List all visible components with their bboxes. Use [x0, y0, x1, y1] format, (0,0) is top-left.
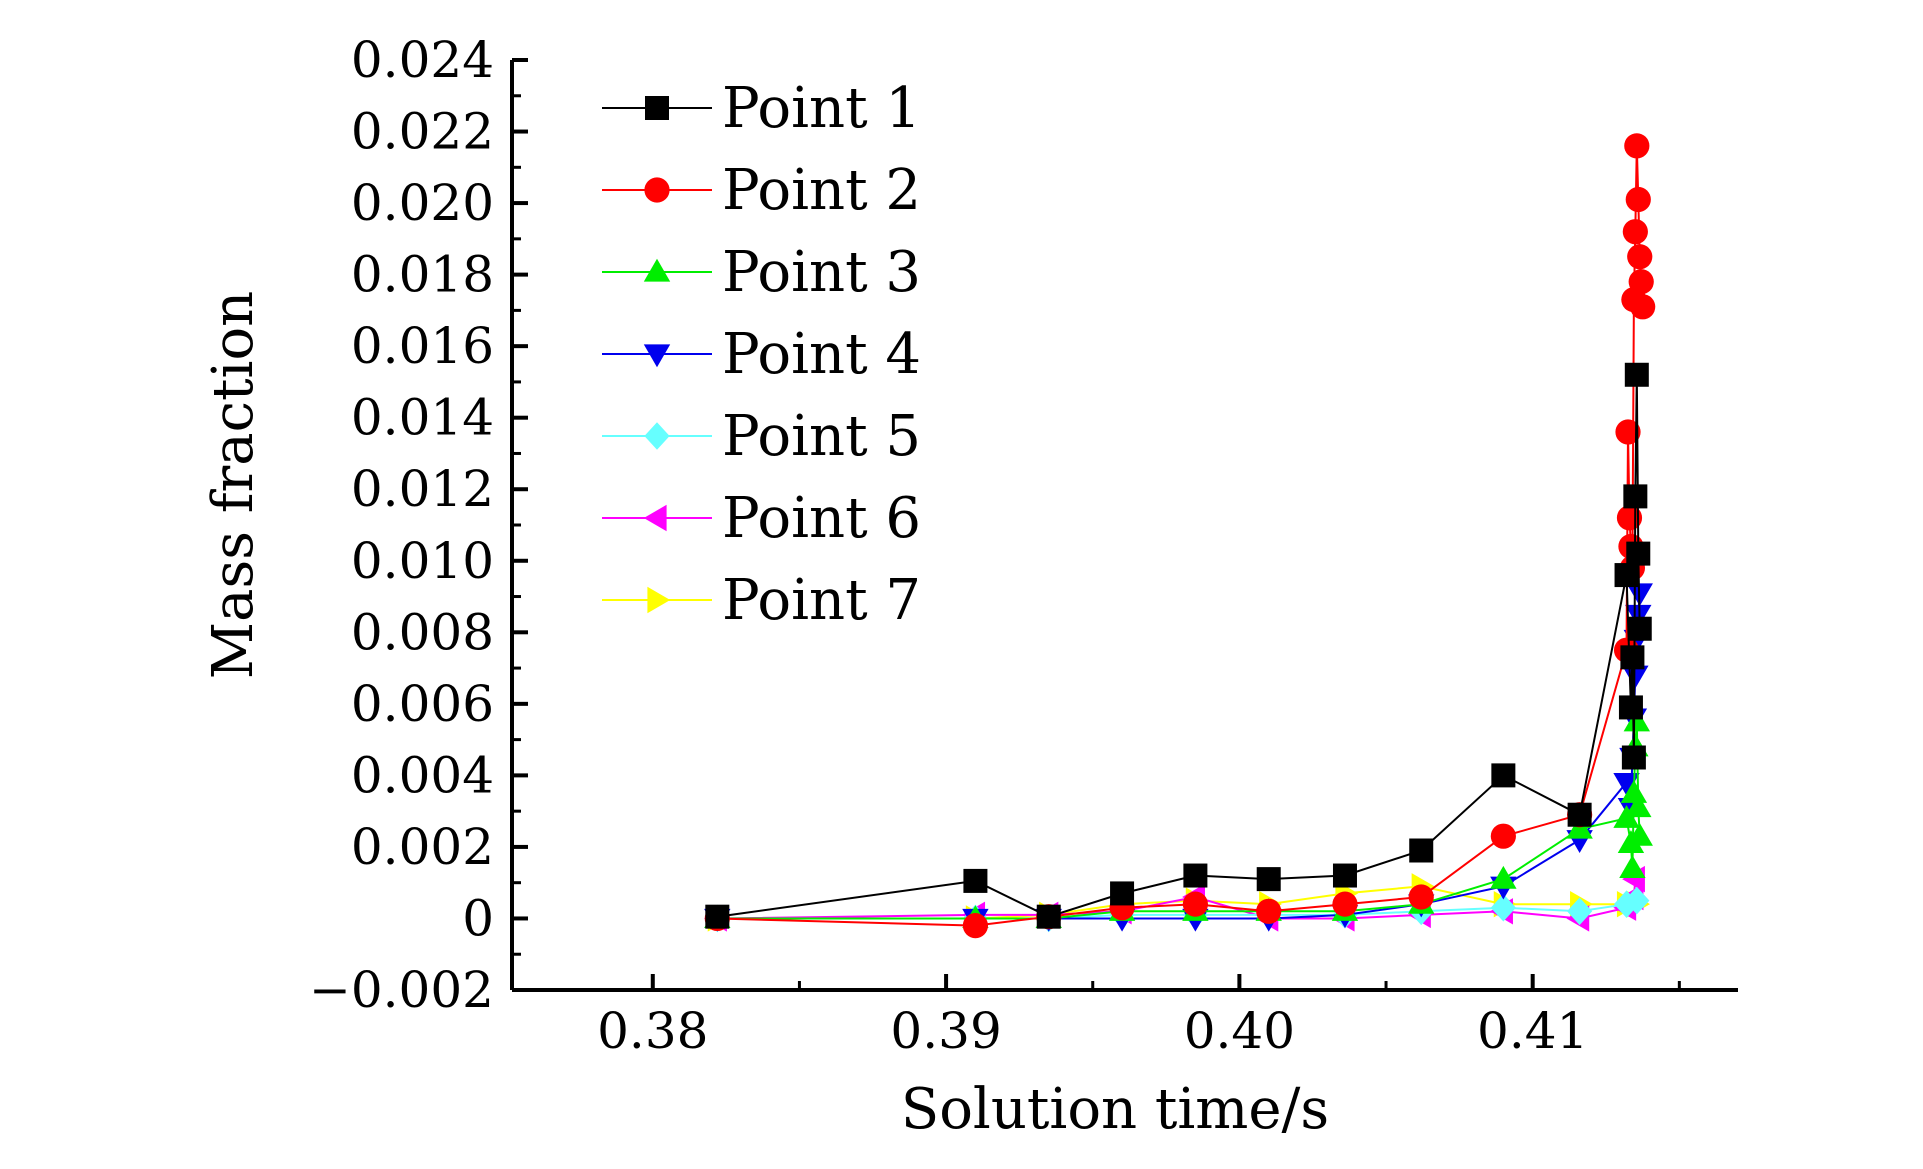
legend: Point 1 Point 2 Point 3 Point 4 Point 5 Point… [602, 76, 921, 633]
data-point-point-2-21 [1628, 269, 1654, 295]
legend-label-point-2: Point 2 [722, 158, 921, 223]
data-point-point-1-6 [1256, 867, 1281, 892]
data-point-point-1-14 [1621, 745, 1646, 770]
data-point-point-1-18 [1627, 616, 1652, 641]
axes [510, 58, 1738, 992]
data-point-point-3-14 [1620, 780, 1648, 803]
legend-item-point-7: Point 7 [602, 568, 921, 633]
legend-label-point-1: Point 1 [722, 76, 921, 141]
data-point-point-3-9 [1490, 865, 1517, 889]
legend-item-point-1: Point 1 [602, 76, 921, 141]
data-point-point-1-1 [705, 904, 730, 929]
y-axis-title: Mass fraction [201, 291, 266, 679]
data-point-point-4-11 [1613, 772, 1640, 796]
data-point-point-2-8 [1408, 884, 1434, 910]
data-point-point-5-9 [1490, 893, 1516, 922]
data-point-point-1-8 [1409, 838, 1434, 863]
legend-marker-point-7 [647, 586, 671, 614]
data-point-point-2-19 [1625, 186, 1651, 213]
y-tick-label: 0.014 [351, 389, 494, 447]
y-tick-label: 0.022 [351, 103, 494, 161]
legend-marker-point-6 [643, 504, 667, 532]
data-point-point-2-5 [1182, 891, 1208, 917]
legend-marker-point-1 [645, 96, 669, 120]
legend-item-point-2: Point 2 [602, 158, 921, 223]
data-point-point-4-17 [1625, 604, 1652, 628]
y-tick-label: 0.002 [351, 818, 494, 876]
y-tick-label: 0.018 [351, 246, 494, 304]
data-point-point-2-7 [1332, 891, 1358, 917]
data-point-point-1-4 [1110, 881, 1135, 906]
series-point-1 [705, 362, 1652, 929]
data-point-point-2-18 [1624, 133, 1650, 159]
data-point-point-1-15 [1623, 484, 1648, 509]
data-point-point-3-13 [1619, 855, 1646, 878]
legend-marker-point-5 [644, 422, 670, 450]
legend-label-point-7: Point 7 [722, 568, 921, 633]
data-point-point-3-17 [1625, 794, 1652, 818]
x-tick-label: 0.41 [1477, 1002, 1588, 1060]
data-point-point-2-6 [1256, 898, 1282, 924]
data-point-point-2-17 [1622, 219, 1648, 245]
data-point-point-2-12 [1615, 419, 1641, 445]
data-point-point-1-17 [1626, 541, 1651, 566]
series-point-3 [704, 708, 1653, 929]
y-tick-label: 0 [462, 889, 494, 947]
data-point-point-2-9 [1490, 823, 1516, 849]
y-tick-label: 0.016 [351, 317, 494, 375]
y-tick-label: 0.004 [351, 746, 494, 804]
legend-item-point-5: Point 5 [602, 404, 921, 469]
data-point-point-1-9 [1491, 763, 1516, 788]
data-point-point-2-22 [1630, 294, 1656, 320]
data-point-point-5-12 [1624, 886, 1650, 915]
data-point-point-1-10 [1567, 802, 1592, 827]
data-point-point-2-20 [1627, 244, 1653, 270]
data-point-point-1-11 [1614, 563, 1639, 588]
data-point-point-1-3 [1036, 904, 1061, 929]
legend-label-point-3: Point 3 [722, 240, 921, 305]
y-tick-label: 0.020 [351, 174, 494, 232]
data-point-point-2-2 [962, 913, 989, 939]
plot-series [704, 133, 1656, 939]
x-tick-label: 0.40 [1184, 1002, 1295, 1060]
legend-marker-point-4 [643, 344, 671, 368]
legend-item-point-3: Point 3 [602, 240, 921, 305]
data-point-point-1-5 [1183, 863, 1208, 888]
data-point-point-1-16 [1624, 362, 1649, 387]
y-tick-label: 0.008 [351, 603, 494, 661]
data-point-point-1-13 [1620, 645, 1645, 670]
data-point-point-1-2 [963, 868, 988, 893]
legend-marker-point-3 [643, 258, 671, 282]
x-tick-label: 0.38 [597, 1002, 708, 1060]
legend-item-point-6: Point 6 [602, 486, 921, 551]
y-tick-label: 0.010 [351, 532, 494, 590]
data-point-point-1-12 [1618, 695, 1643, 720]
series-line-point-1 [717, 374, 1641, 918]
x-tick-label: 0.39 [890, 1002, 1001, 1060]
y-tick-label: 0.024 [351, 31, 494, 89]
legend-label-point-4: Point 4 [722, 322, 921, 387]
x-axis-title: Solution time/s [901, 1077, 1329, 1142]
legend-item-point-4: Point 4 [602, 322, 921, 387]
y-tick-label: 0.012 [351, 460, 494, 518]
data-point-point-5-10 [1567, 897, 1593, 926]
data-point-point-3-18 [1626, 822, 1653, 846]
data-point-point-3-16 [1623, 708, 1651, 732]
legend-label-point-5: Point 5 [722, 404, 921, 469]
tick-labels: −0.002 0 0.002 0.004 0.006 0.008 0.010 0.012 0.0… [309, 31, 1588, 1060]
series-point-5 [704, 886, 1650, 933]
data-point-point-1-7 [1332, 863, 1357, 888]
legend-label-point-6: Point 6 [722, 486, 921, 551]
y-tick-label: −0.002 [309, 961, 494, 1019]
legend-marker-point-2 [644, 177, 670, 203]
y-tick-label: 0.006 [351, 675, 494, 733]
